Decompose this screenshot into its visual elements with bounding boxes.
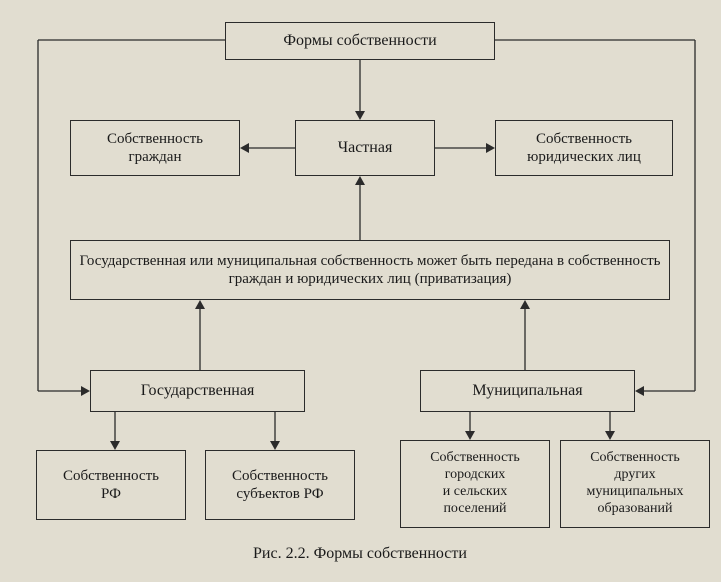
diagram-stage: Формы собственности Собственностьграждан…: [0, 0, 721, 582]
node-state-label: Государственная: [141, 381, 255, 400]
node-root-label: Формы собственности: [283, 31, 436, 50]
node-privatization: Государственная или муниципальная собств…: [70, 240, 670, 300]
node-other-muni-label: Собственностьдругихмуниципальныхобразова…: [587, 450, 684, 517]
node-subjects: Собственностьсубъектов РФ: [205, 450, 355, 520]
node-urban: Собственностьгородскихи сельскихпоселени…: [400, 440, 550, 528]
node-municipal: Муниципальная: [420, 370, 635, 412]
node-private-label: Частная: [338, 138, 393, 157]
node-state: Государственная: [90, 370, 305, 412]
node-private: Частная: [295, 120, 435, 176]
node-privatization-label: Государственная или муниципальная собств…: [77, 252, 663, 288]
node-rf-label: СобственностьРФ: [63, 467, 159, 503]
node-urban-label: Собственностьгородскихи сельскихпоселени…: [430, 450, 520, 517]
node-citizens-label: Собственностьграждан: [107, 130, 203, 166]
node-municipal-label: Муниципальная: [472, 381, 582, 400]
node-legal: Собственностьюридических лиц: [495, 120, 673, 176]
node-citizens: Собственностьграждан: [70, 120, 240, 176]
figure-caption-text: Рис. 2.2. Формы собственности: [253, 545, 467, 562]
node-root: Формы собственности: [225, 22, 495, 60]
node-subjects-label: Собственностьсубъектов РФ: [232, 467, 328, 503]
node-rf: СобственностьРФ: [36, 450, 186, 520]
node-other-muni: Собственностьдругихмуниципальныхобразова…: [560, 440, 710, 528]
node-legal-label: Собственностьюридических лиц: [527, 130, 641, 166]
figure-caption: Рис. 2.2. Формы собственности: [210, 545, 510, 563]
